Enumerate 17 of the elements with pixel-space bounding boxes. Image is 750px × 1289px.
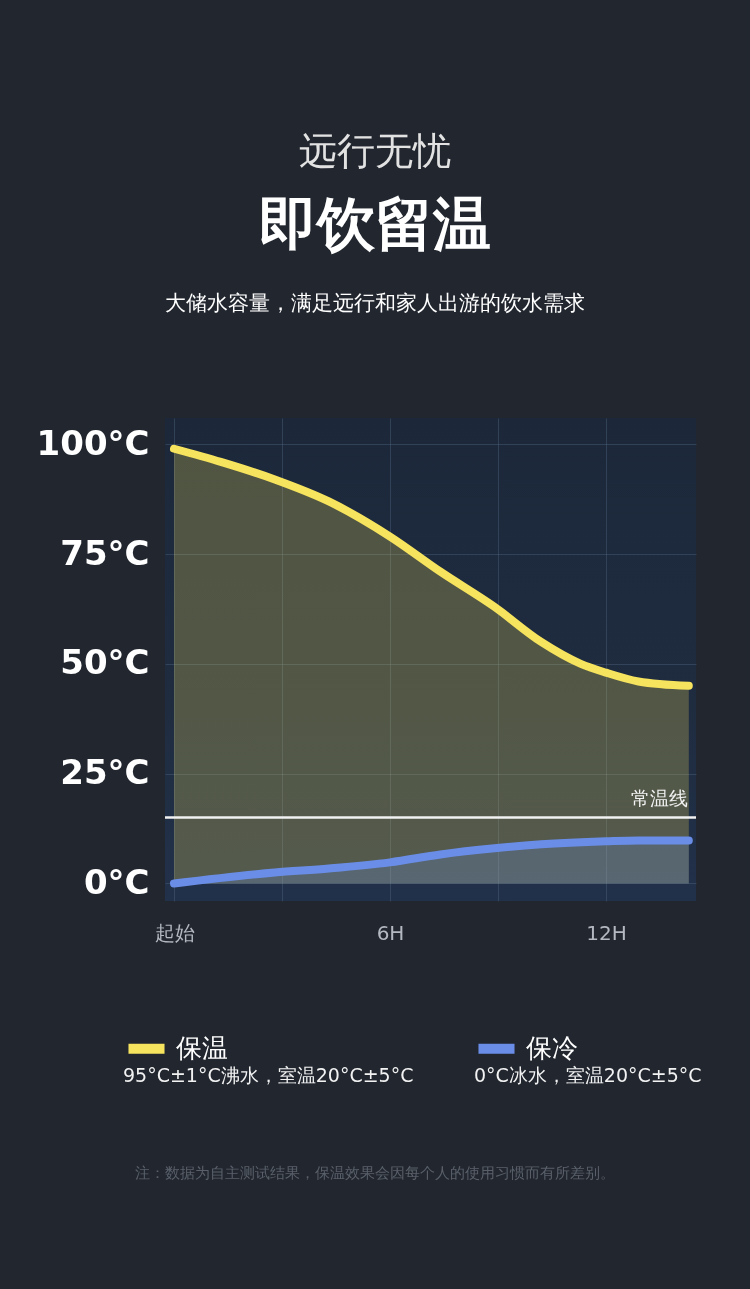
legend-label: 保温 [176, 1032, 228, 1063]
chart-subtitle: 大储水容量，满足远行和家人出游的饮水需求 [164, 290, 586, 317]
text: 0°C冰水，室温20°C±5°C [474, 1063, 702, 1088]
x-tick-label: 起始 [154, 920, 195, 945]
ref-line-label: 常温线 [631, 786, 688, 809]
y-tick-label: 50°C [60, 642, 150, 683]
chart-title: 即饮留温 [258, 189, 492, 260]
legend-label: 保冷 [526, 1032, 578, 1063]
y-tick-label: 75°C [60, 532, 150, 573]
y-tick-label: 0°C [83, 861, 150, 902]
text: 远行无忧 [298, 128, 452, 175]
x-tick-label: 6H [376, 920, 405, 945]
text: 95°C±1°C沸水，室温20°C±5°C [123, 1063, 414, 1088]
text: 注：数据为自主测试结果，保温效果会因每个人的使用习惯而有所差别。 [134, 1164, 616, 1183]
y-tick-label: 25°C [60, 752, 150, 793]
y-tick-label: 100°C [36, 422, 150, 463]
x-tick-label: 12H [586, 920, 627, 945]
